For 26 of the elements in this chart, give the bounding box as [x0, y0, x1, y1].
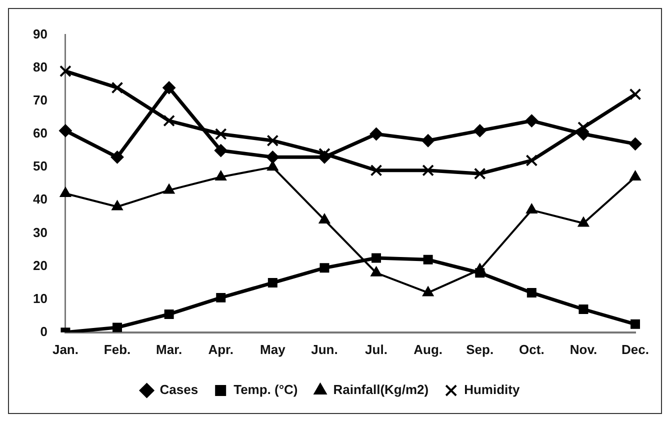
legend-label: Cases [160, 382, 198, 398]
y-tick-label: 90 [32, 26, 48, 42]
y-tick-label: 80 [32, 59, 48, 74]
x-tick-label: Apr. [208, 342, 234, 357]
y-tick-label: 50 [32, 158, 48, 174]
y-tick-label: 60 [32, 126, 48, 141]
x-tick-label: Mar. [156, 342, 182, 357]
x-tick-label: Jul. [365, 342, 388, 357]
x-tick-label: Jan. [52, 342, 78, 357]
x-tick-label: Oct. [519, 342, 544, 357]
y-tick-label: 0 [40, 324, 48, 339]
x-tick-label: Aug. [414, 342, 443, 357]
y-tick-label: 70 [32, 92, 48, 108]
y-tick-label: 20 [32, 258, 48, 273]
y-tick-label: 40 [32, 192, 48, 207]
legend-label: Rainfall(Kg/m2) [333, 382, 429, 398]
x-tick-label: Feb. [104, 342, 131, 357]
y-tick-label: 30 [32, 224, 48, 240]
legend-label: Humidity [464, 382, 520, 398]
x-tick-label: Nov. [570, 342, 598, 357]
x-tick-label: Jun. [311, 342, 338, 357]
x-tick-label: Sep. [466, 342, 494, 357]
y-tick-label: 10 [32, 290, 48, 306]
x-tick-label: Dec. [622, 342, 650, 357]
x-tick-label: May [260, 342, 286, 357]
legend-label: Temp. (°C) [234, 382, 298, 398]
